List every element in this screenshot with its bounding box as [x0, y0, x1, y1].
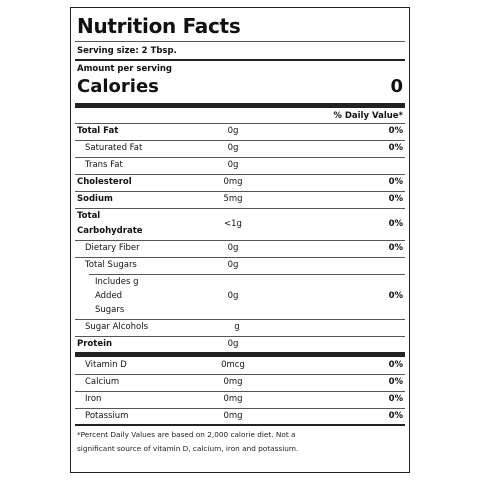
- row-iron-label: Iron: [85, 394, 102, 404]
- row-total-carb-label-1: Total: [77, 211, 101, 221]
- row-saturated-fat-amount: 0g: [227, 143, 239, 153]
- footnote: *Percent Daily Values are based on 2,000…: [77, 428, 347, 456]
- row-saturated-fat-dv: 0%: [388, 143, 403, 153]
- divider: [89, 274, 405, 275]
- divider: [75, 336, 405, 337]
- divider: [75, 174, 405, 175]
- row-sugar-alcohols-label: Sugar Alcohols: [85, 322, 149, 332]
- divider: [75, 424, 405, 426]
- row-sodium-label: Sodium: [77, 194, 113, 204]
- row-total-fat-amount: 0g: [227, 126, 239, 136]
- row-dietary-fiber-amount: 0g: [227, 243, 239, 253]
- divider: [75, 208, 405, 209]
- row-vitamin-d-dv: 0%: [388, 360, 403, 370]
- row-added-sugars-label-3: Sugars: [95, 305, 125, 315]
- row-total-carb-dv: 0%: [388, 219, 403, 229]
- calories-label: Calories: [77, 76, 159, 97]
- divider: [75, 352, 405, 357]
- row-sodium-dv: 0%: [388, 194, 403, 204]
- row-vitamin-d-label: Vitamin D: [85, 360, 127, 370]
- row-iron-dv: 0%: [388, 394, 403, 404]
- label-title: Nutrition Facts: [77, 14, 241, 38]
- row-dietary-fiber-label: Dietary Fiber: [85, 243, 140, 253]
- row-potassium-amount: 0mg: [223, 411, 243, 421]
- row-vitamin-d-amount: 0mcg: [221, 360, 245, 370]
- row-potassium-dv: 0%: [388, 411, 403, 421]
- daily-value-header: % Daily Value*: [333, 111, 403, 121]
- serving-size: Serving size: 2 Tbsp.: [77, 46, 177, 56]
- row-calcium-amount: 0mg: [223, 377, 243, 387]
- divider: [75, 240, 405, 241]
- divider: [75, 257, 405, 258]
- footnote-line-2: significant source of vitamin D, calcium…: [77, 444, 299, 453]
- row-total-fat-dv: 0%: [388, 126, 403, 136]
- row-total-sugars-label: Total Sugars: [85, 260, 137, 270]
- row-cholesterol-dv: 0%: [388, 177, 403, 187]
- divider: [75, 191, 405, 192]
- divider: [75, 140, 405, 141]
- row-cholesterol-label: Cholesterol: [77, 177, 132, 187]
- row-total-carb-label-2: Carbohydrate: [77, 226, 143, 236]
- row-calcium-label: Calcium: [85, 377, 120, 387]
- divider: [75, 157, 405, 158]
- row-iron-amount: 0mg: [223, 394, 243, 404]
- row-added-sugars-dv: 0%: [388, 291, 403, 301]
- calories-value: 0: [390, 76, 403, 97]
- row-sugar-alcohols-amount: g: [234, 322, 240, 332]
- row-dietary-fiber-dv: 0%: [388, 243, 403, 253]
- row-cholesterol-amount: 0mg: [223, 177, 243, 187]
- divider: [75, 123, 405, 124]
- row-sodium-amount: 5mg: [223, 194, 243, 204]
- divider: [75, 41, 405, 42]
- row-total-fat-label: Total Fat: [77, 126, 119, 136]
- divider: [75, 319, 405, 320]
- row-added-sugars-amount: 0g: [227, 291, 239, 301]
- row-potassium-label: Potassium: [85, 411, 129, 421]
- divider: [75, 374, 405, 375]
- divider: [75, 103, 405, 108]
- row-added-sugars-label-2: Added: [95, 291, 123, 301]
- row-trans-fat-amount: 0g: [227, 160, 239, 170]
- row-total-carb-amount: <1g: [224, 219, 242, 229]
- amount-per-serving: Amount per serving: [77, 64, 173, 74]
- divider: [75, 408, 405, 409]
- nutrition-facts-label: Nutrition Facts Serving size: 2 Tbsp. Am…: [70, 7, 410, 473]
- divider: [75, 59, 405, 61]
- row-added-sugars-label-1: Includes g: [95, 277, 139, 287]
- divider: [75, 391, 405, 392]
- row-total-sugars-amount: 0g: [227, 260, 239, 270]
- row-saturated-fat-label: Saturated Fat: [85, 143, 143, 153]
- row-protein-label: Protein: [77, 339, 113, 349]
- row-trans-fat-label: Trans Fat: [85, 160, 123, 170]
- row-protein-amount: 0g: [227, 339, 239, 349]
- footnote-line-1: *Percent Daily Values are based on 2,000…: [77, 430, 296, 439]
- row-calcium-dv: 0%: [388, 377, 403, 387]
